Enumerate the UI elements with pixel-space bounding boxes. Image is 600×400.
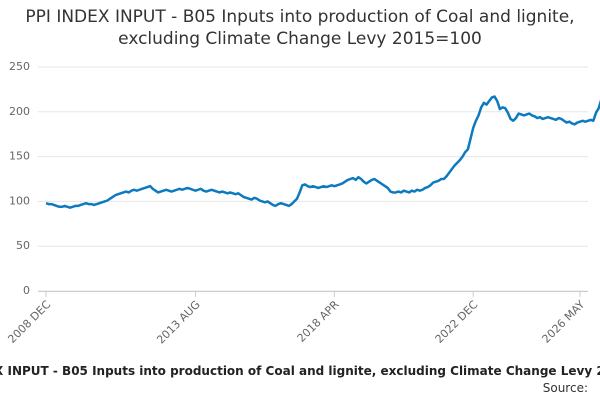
- y-tick-label: 0: [23, 284, 30, 297]
- x-tick-label: 2013 AUG: [154, 298, 203, 347]
- chart-title: PPI INDEX INPUT - B05 Inputs into produc…: [25, 7, 575, 49]
- line-series: [45, 95, 600, 209]
- x-tick-label: 2022 DEC: [433, 298, 481, 346]
- caption: PPI INDEX INPUT - B05 Inputs into produc…: [0, 364, 600, 378]
- x-tick-label: 2018 APR: [295, 298, 342, 345]
- y-tick-label: 150: [9, 150, 30, 163]
- x-tick-label: 2008 DEC: [5, 298, 53, 346]
- x-tick-label: 2026 MAY: [540, 298, 588, 346]
- y-tick-label: 50: [16, 239, 30, 252]
- source: Source:: [542, 381, 588, 395]
- y-tick-label: 250: [9, 60, 30, 73]
- y-tick-label: 200: [9, 105, 30, 118]
- caption-text: PPI INDEX INPUT - B05 Inputs into produc…: [0, 364, 600, 378]
- y-tick-label: 100: [9, 194, 30, 207]
